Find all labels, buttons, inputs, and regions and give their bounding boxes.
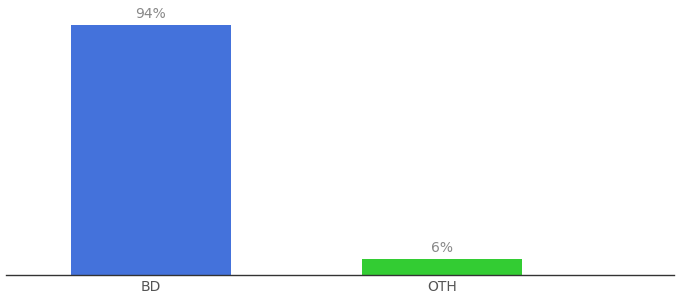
- Bar: [71, 25, 231, 275]
- Bar: [362, 259, 522, 275]
- Text: 6%: 6%: [431, 241, 453, 255]
- Text: 94%: 94%: [135, 7, 167, 21]
